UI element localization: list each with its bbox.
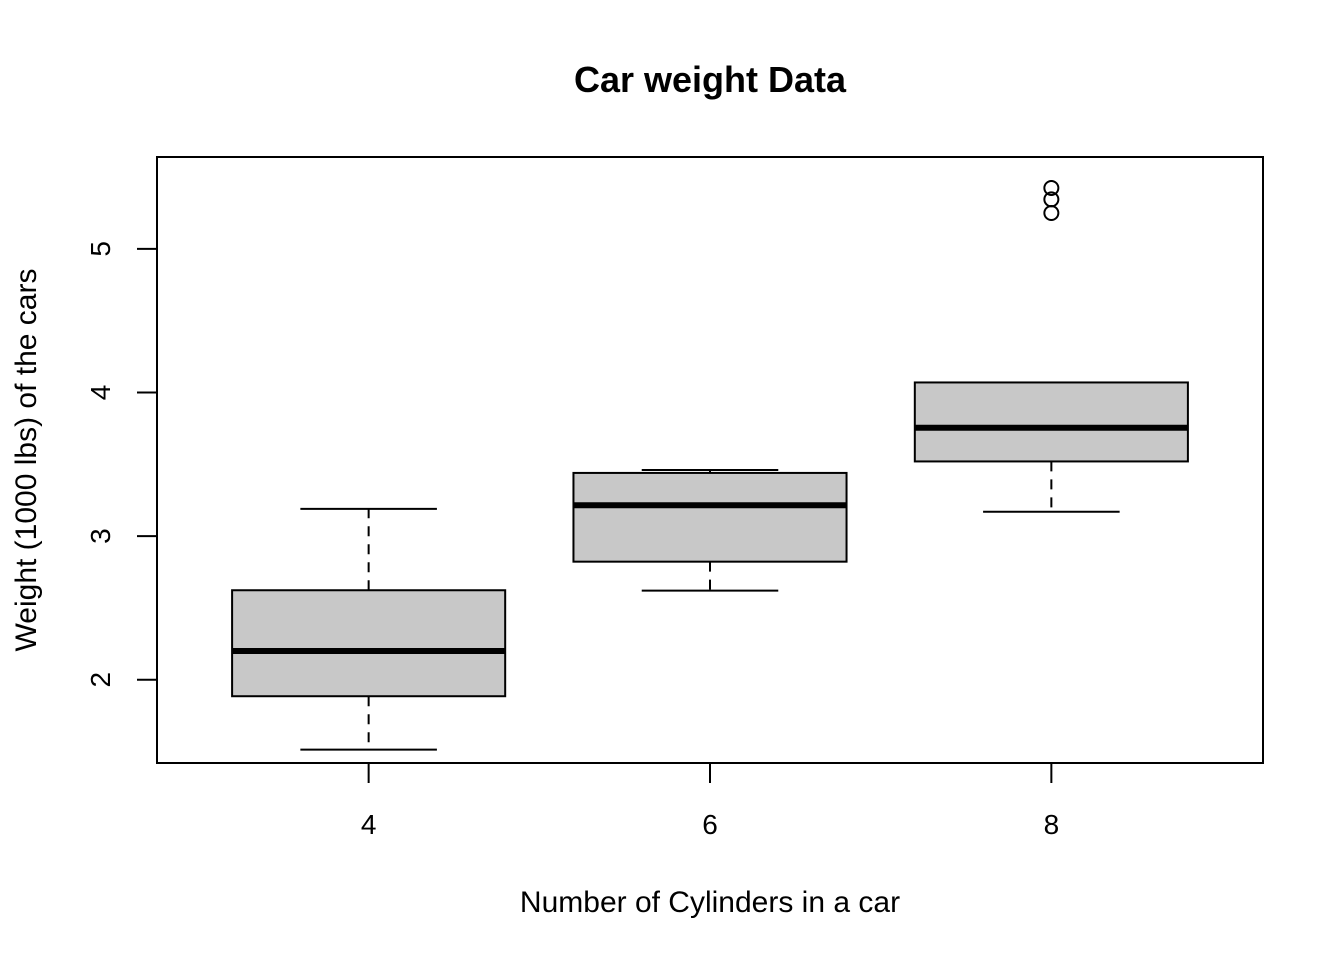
y-tick-label-3: 5	[85, 241, 116, 257]
y-axis-label: Weight (1000 lbs) of the cars	[10, 269, 43, 652]
outlier-8-2	[1043, 180, 1060, 197]
x-axis-label: Number of Cylinders in a car	[520, 886, 900, 919]
box-8	[913, 180, 1189, 513]
x-tick-label-0: 4	[361, 809, 377, 840]
y-tick-label-0: 2	[85, 672, 116, 688]
y-axis: 2 3 4 5	[85, 241, 157, 687]
y-tick-label-2: 4	[85, 385, 116, 401]
x-tick-label-1: 6	[702, 809, 718, 840]
x-axis: 4 6 8	[361, 763, 1059, 840]
chart-title: Car weight Data	[574, 59, 847, 100]
iqr-box-4	[231, 589, 507, 698]
x-tick-label-2: 8	[1044, 809, 1060, 840]
y-tick-label-1: 3	[85, 528, 116, 544]
box-6	[572, 469, 848, 592]
iqr-box-8	[913, 381, 1189, 463]
box-4	[231, 507, 507, 751]
iqr-box-6	[572, 471, 848, 563]
box-series	[231, 180, 1189, 751]
outlier-8-1	[1043, 191, 1060, 208]
outlier-8-0	[1043, 205, 1060, 222]
